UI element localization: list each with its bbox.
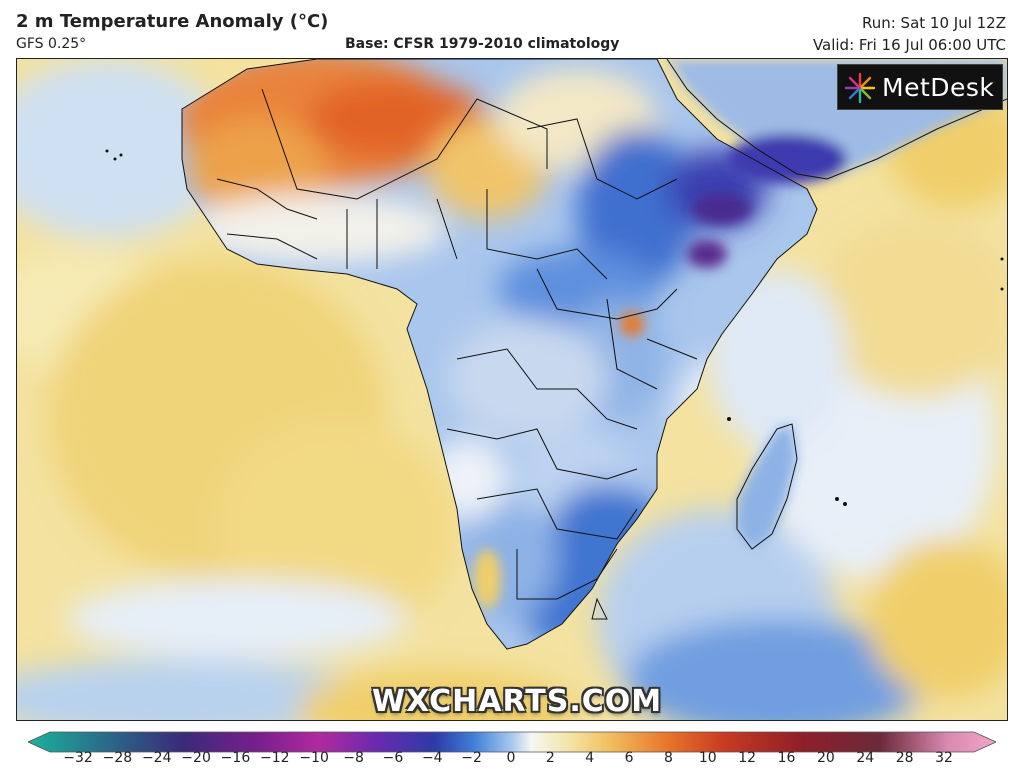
anomaly-map	[16, 58, 1008, 721]
base-climatology-label: Base: CFSR 1979-2010 climatology	[345, 36, 620, 52]
logo-text: MetDesk	[882, 73, 995, 102]
colorbar-tick: 12	[738, 750, 757, 766]
colorbar-tick: 20	[816, 750, 835, 766]
starburst-logo-icon	[844, 72, 876, 104]
coastlines-and-borders	[181, 59, 1007, 650]
colorbar-tick: −4	[421, 750, 443, 766]
ocean-anomaly-field	[17, 59, 1007, 720]
chart-header: 2 m Temperature Anomaly (°C) GFS 0.25° B…	[0, 0, 1024, 58]
colorbar-tick: −32	[63, 750, 93, 766]
colorbar-tick: −20	[181, 750, 211, 766]
metdesk-logo: MetDesk	[837, 64, 1003, 110]
colorbar-tick: 0	[506, 750, 516, 766]
map-canvas	[17, 59, 1007, 720]
colorbar-tick: 6	[624, 750, 634, 766]
colorbar-tick: 28	[895, 750, 914, 766]
colorbar-tick: 24	[856, 750, 875, 766]
chart-title: 2 m Temperature Anomaly (°C)	[16, 11, 329, 32]
colorbar	[28, 731, 996, 753]
colorbar-tick: 16	[777, 750, 796, 766]
islands	[105, 149, 1004, 506]
model-label: GFS 0.25°	[16, 36, 87, 52]
colorbar-tick: −8	[343, 750, 364, 766]
colorbar-tick: −10	[299, 750, 329, 766]
colorbar-tick: 8	[663, 750, 673, 766]
colorbar-tick: −16	[220, 750, 251, 766]
colorbar-tick: −12	[260, 750, 290, 766]
watermark: WXCHARTS.COM	[372, 684, 663, 719]
colorbar-tick: −24	[141, 750, 172, 766]
colorbar-tick: 4	[585, 750, 595, 766]
colorbar-tick: −6	[382, 750, 404, 766]
colorbar-tick: 32	[935, 750, 953, 766]
valid-time-label: Valid: Fri 16 Jul 06:00 UTC	[812, 36, 1006, 54]
run-time-label: Run: Sat 10 Jul 12Z	[861, 14, 1006, 32]
colorbar-tick: −2	[461, 750, 482, 766]
colorbar-tick: 2	[545, 750, 555, 766]
colorbar-tick: 10	[698, 750, 717, 766]
colorbar-tick: −28	[102, 750, 133, 766]
